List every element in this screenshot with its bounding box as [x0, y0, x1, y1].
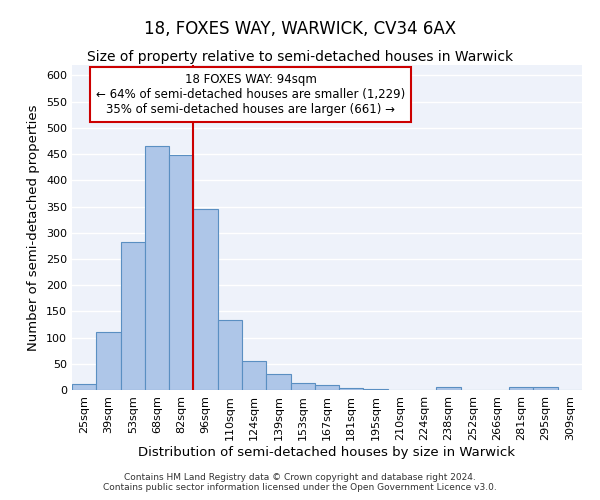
- Bar: [242, 361, 266, 390]
- Bar: [436, 388, 461, 390]
- Bar: [339, 388, 364, 390]
- Bar: [193, 209, 218, 390]
- Bar: [72, 384, 96, 390]
- Text: 18 FOXES WAY: 94sqm
← 64% of semi-detached houses are smaller (1,229)
35% of sem: 18 FOXES WAY: 94sqm ← 64% of semi-detach…: [96, 73, 405, 116]
- Text: Size of property relative to semi-detached houses in Warwick: Size of property relative to semi-detach…: [87, 50, 513, 64]
- Bar: [533, 388, 558, 390]
- Bar: [315, 386, 339, 390]
- Y-axis label: Number of semi-detached properties: Number of semi-detached properties: [28, 104, 40, 351]
- Text: Contains HM Land Registry data © Crown copyright and database right 2024.
Contai: Contains HM Land Registry data © Crown c…: [103, 473, 497, 492]
- Bar: [266, 374, 290, 390]
- Bar: [169, 155, 193, 390]
- Bar: [121, 242, 145, 390]
- Bar: [290, 383, 315, 390]
- Bar: [145, 146, 169, 390]
- Bar: [218, 320, 242, 390]
- X-axis label: Distribution of semi-detached houses by size in Warwick: Distribution of semi-detached houses by …: [139, 446, 515, 458]
- Bar: [96, 332, 121, 390]
- Bar: [509, 388, 533, 390]
- Text: 18, FOXES WAY, WARWICK, CV34 6AX: 18, FOXES WAY, WARWICK, CV34 6AX: [144, 20, 456, 38]
